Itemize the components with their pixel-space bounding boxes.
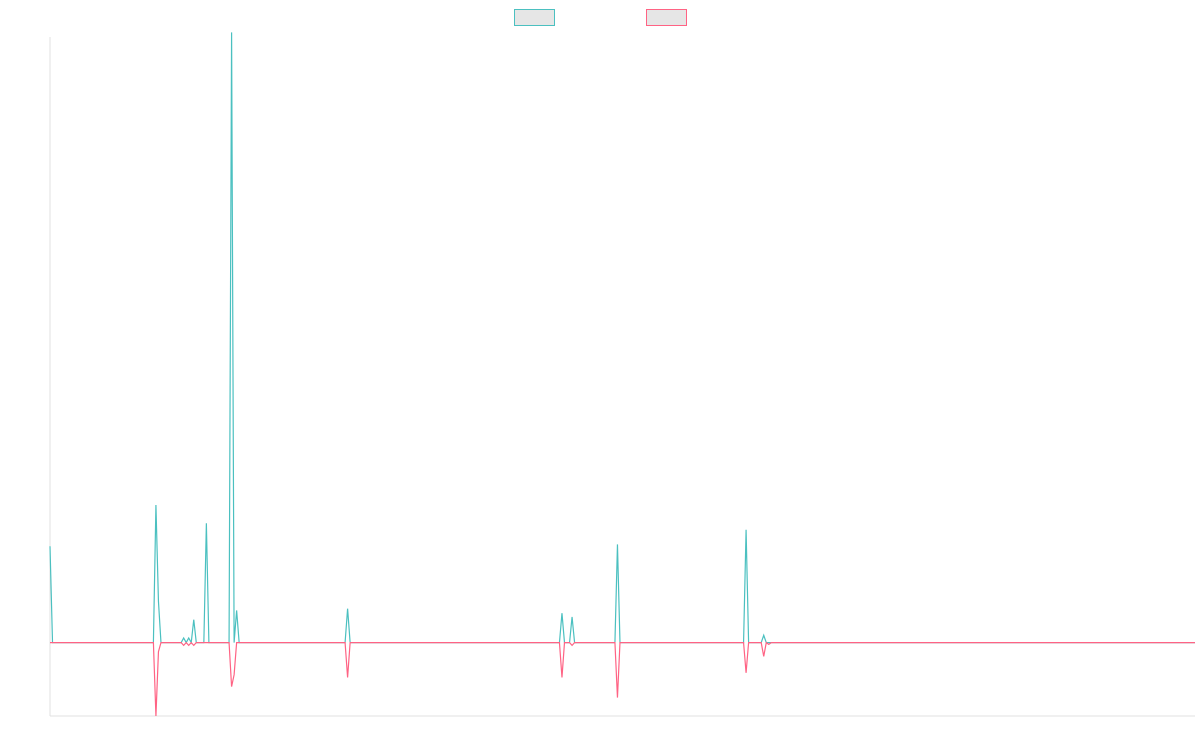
series-line-1 (49, 32, 1195, 645)
legend-swatch-1[interactable] (514, 9, 555, 26)
series-layer (49, 32, 1195, 717)
legend[interactable] (514, 9, 687, 26)
legend-swatch-2[interactable] (646, 9, 687, 26)
series-line-2 (50, 641, 1195, 717)
axes (49, 37, 1195, 717)
